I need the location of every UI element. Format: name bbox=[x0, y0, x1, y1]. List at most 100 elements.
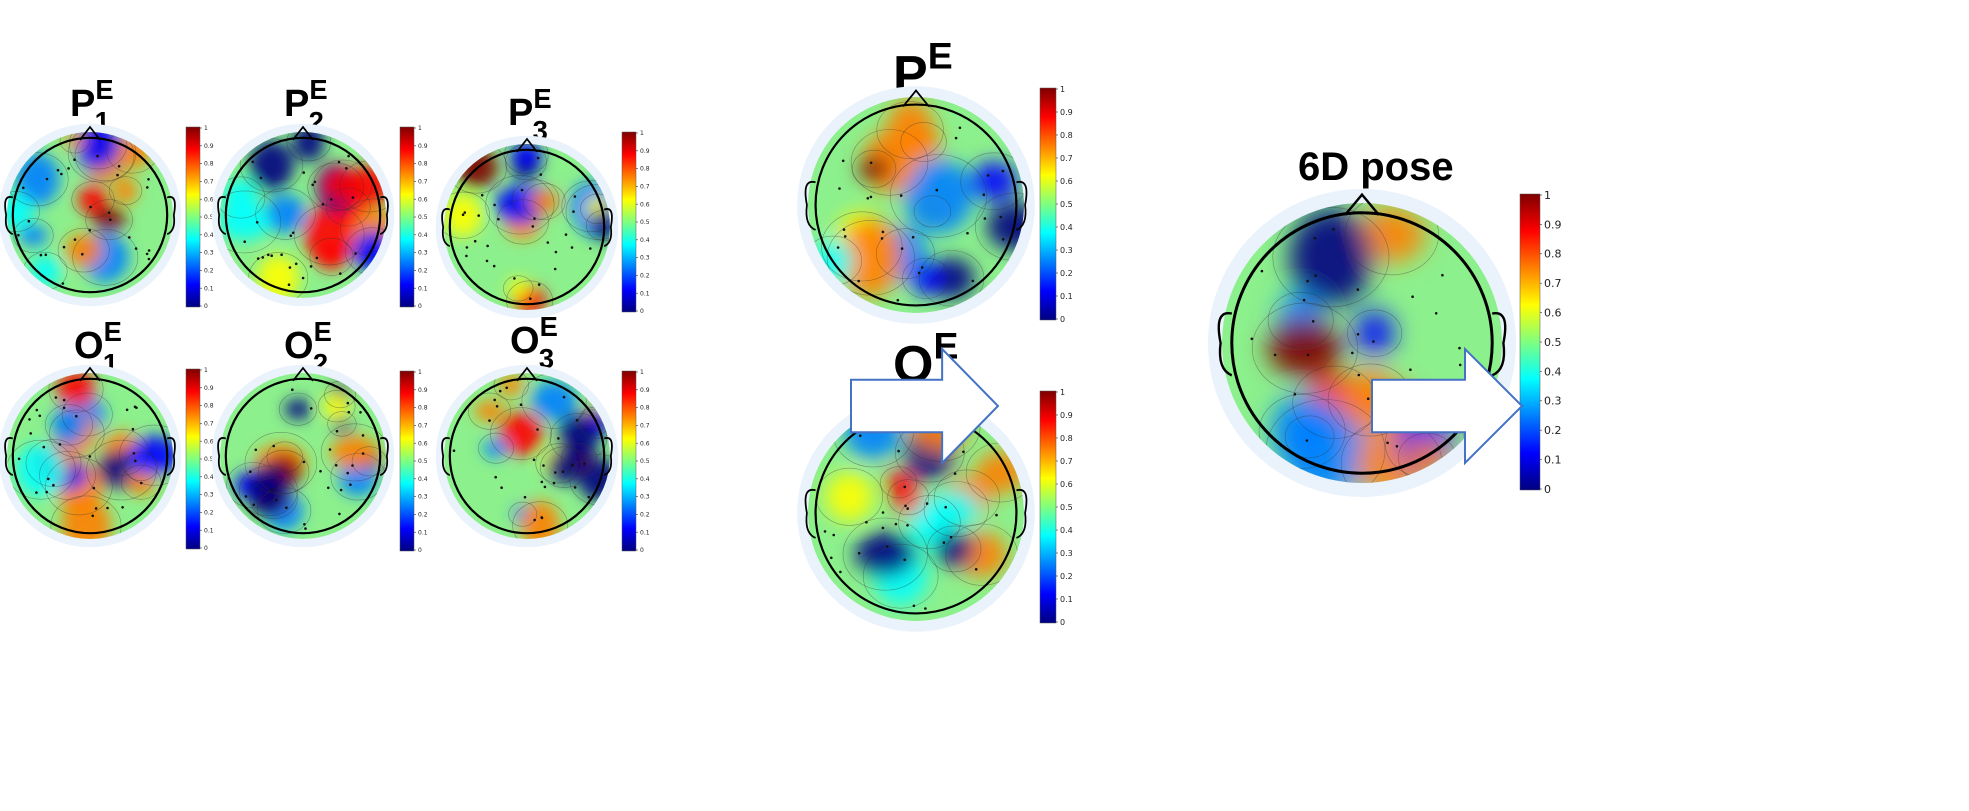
left-ear-icon bbox=[804, 180, 816, 231]
colorbar-tick: 0.7 bbox=[1060, 457, 1073, 466]
colorbar-tick: 0.5 bbox=[1544, 336, 1562, 349]
colorbar-gradient bbox=[1039, 390, 1057, 624]
colorbar-tick: 0.2 bbox=[640, 273, 650, 280]
topomap-p1: PE 1 10.90.80.70.60.50.40.30.20.10 bbox=[0, 74, 214, 310]
colorbar-gradient bbox=[1519, 193, 1541, 491]
nose-icon bbox=[902, 89, 930, 108]
colorbar-tick: 0.3 bbox=[1060, 549, 1073, 558]
colorbar-gradient bbox=[1039, 87, 1057, 321]
colorbar-tick: 0.7 bbox=[418, 179, 428, 186]
colorbar-gradient bbox=[621, 370, 637, 552]
colorbar-tick: 0.6 bbox=[204, 196, 214, 203]
colorbar-tick: 0.4 bbox=[1544, 365, 1562, 378]
colorbar-tick: 0.2 bbox=[1060, 269, 1073, 278]
colorbar-tick: 1 bbox=[640, 130, 644, 137]
output-arrow bbox=[1371, 346, 1524, 466]
colorbar-tick: 0.8 bbox=[640, 166, 650, 173]
colorbar-tick: 0.2 bbox=[418, 268, 428, 275]
nose-icon bbox=[516, 366, 538, 382]
nose-icon bbox=[79, 366, 101, 382]
scalp-field bbox=[7, 373, 173, 539]
topomap-label-pose: 6D pose bbox=[1298, 145, 1454, 189]
colorbar-tick: 0.2 bbox=[204, 268, 214, 275]
colorbar-tick: 0.6 bbox=[1060, 177, 1073, 186]
colorbar-tick: 0 bbox=[204, 545, 208, 552]
topomap-label-o3: OE 3 bbox=[510, 311, 558, 374]
left-ear-icon bbox=[4, 437, 14, 476]
colorbar-tick: 0 bbox=[1060, 618, 1065, 627]
colorbar-p1: 1 0.9 0.8 0.7 0.6 0.5 0.4 0.3 0.2 0.1 0 bbox=[185, 125, 214, 310]
colorbar-tick: 0.4 bbox=[640, 476, 650, 483]
colorbar-tick: 0.9 bbox=[1060, 108, 1073, 117]
colorbar-gradient bbox=[621, 131, 637, 313]
colorbar-tick: 1 bbox=[418, 369, 422, 376]
colorbar-tick: 0.4 bbox=[640, 237, 650, 244]
colorbar-tick: 0 bbox=[640, 308, 644, 315]
scalp-field bbox=[220, 373, 386, 539]
colorbar-tick: 0.5 bbox=[1060, 503, 1073, 512]
colorbar-tick: 0.8 bbox=[1544, 248, 1562, 261]
colorbar-tick: 0.5 bbox=[640, 458, 650, 465]
left-ear-icon bbox=[441, 437, 451, 476]
right-ear-icon bbox=[166, 196, 176, 235]
colorbar-tick: 0.1 bbox=[1544, 453, 1562, 466]
colorbar-gradient bbox=[399, 126, 415, 308]
right-ear-icon bbox=[1491, 311, 1507, 377]
colorbar-tick: 0.7 bbox=[640, 184, 650, 191]
colorbar-tick: 0.7 bbox=[640, 423, 650, 430]
colorbar-oe: 1 0.9 0.8 0.7 0.6 0.5 0.4 0.3 0.2 0.1 0 bbox=[1039, 388, 1073, 627]
colorbar-tick: 0 bbox=[1544, 483, 1551, 496]
colorbar-tick: 1 bbox=[1544, 189, 1551, 202]
right-ear-icon bbox=[166, 437, 176, 476]
colorbar-p3: 1 0.9 0.8 0.7 0.6 0.5 0.4 0.3 0.2 0.1 0 bbox=[621, 130, 650, 315]
left-ear-icon bbox=[217, 196, 227, 235]
colorbar-tick: 0.4 bbox=[204, 474, 214, 481]
colorbar-tick: 0.5 bbox=[418, 458, 428, 465]
colorbar-tick: 0 bbox=[204, 303, 208, 310]
colorbar-tick: 0.9 bbox=[640, 387, 650, 394]
colorbar-tick: 0.5 bbox=[204, 214, 214, 221]
colorbar-tick: 1 bbox=[1060, 388, 1065, 397]
colorbar-tick: 1 bbox=[204, 367, 208, 374]
colorbar-tick: 0.8 bbox=[1060, 131, 1073, 140]
colorbar-tick: 0.3 bbox=[640, 494, 650, 501]
nose-icon bbox=[79, 125, 101, 141]
left-ear-icon bbox=[4, 196, 14, 235]
nose-icon bbox=[292, 125, 314, 141]
scalp-field bbox=[444, 373, 610, 539]
colorbar-pe: 1 0.9 0.8 0.7 0.6 0.5 0.4 0.3 0.2 0.1 0 bbox=[1039, 85, 1073, 324]
colorbar-tick: 0.9 bbox=[204, 143, 214, 150]
colorbar-tick: 0.9 bbox=[418, 387, 428, 394]
right-ear-icon bbox=[1016, 488, 1028, 539]
topomap-o3: OE 3 1 0.9 0.8 0.7 0.6 0.5 0.4 0.3 0.2 0.1 0 bbox=[435, 311, 650, 554]
head-outline bbox=[11, 136, 169, 294]
right-ear-icon bbox=[379, 437, 389, 476]
colorbar-tick: 0.2 bbox=[1544, 424, 1562, 437]
colorbar-tick: 0.8 bbox=[418, 405, 428, 412]
colorbar-tick: 0.9 bbox=[640, 148, 650, 155]
colorbar-tick: 0.4 bbox=[418, 232, 428, 239]
colorbar-tick: 0.6 bbox=[640, 440, 650, 447]
topomap-p3: PE 3 10.90.80.70.60.50.40.30.20.10 bbox=[435, 83, 650, 319]
colorbar-tick: 0.8 bbox=[204, 403, 214, 410]
topomap-p2: PE 2 1 0.9 0.8 0.7 0.6 0.5 0.4 0.3 0.2 0.1 0 bbox=[211, 74, 428, 310]
scalp-field bbox=[220, 132, 386, 298]
colorbar-tick: 0.4 bbox=[204, 232, 214, 239]
colorbar-tick: 0 bbox=[1060, 315, 1065, 324]
colorbar-tick: 0.2 bbox=[640, 512, 650, 519]
colorbar-tick: 0.8 bbox=[1060, 434, 1073, 443]
colorbar-tick: 0.3 bbox=[1060, 246, 1073, 255]
colorbar-tick: 0.8 bbox=[640, 405, 650, 412]
head-outline bbox=[224, 136, 382, 294]
colorbar-tick: 0.5 bbox=[1060, 200, 1073, 209]
colorbar-tick: 0.3 bbox=[640, 255, 650, 262]
scalp-field bbox=[808, 97, 1024, 313]
colorbar-tick: 0 bbox=[418, 303, 422, 310]
topomap-o1: OE 1 10.90.80.70.60.50.40.30.20.10 bbox=[0, 316, 214, 552]
nose-icon bbox=[516, 137, 538, 153]
colorbar-tick: 0.4 bbox=[418, 476, 428, 483]
colorbar-tick: 0.3 bbox=[204, 492, 214, 499]
topomap-pose: 6D pose 1 0.9 0.8 0.7 0.6 0.5 0.4 0.3 0.2 0.1 0 bbox=[1208, 145, 1562, 497]
